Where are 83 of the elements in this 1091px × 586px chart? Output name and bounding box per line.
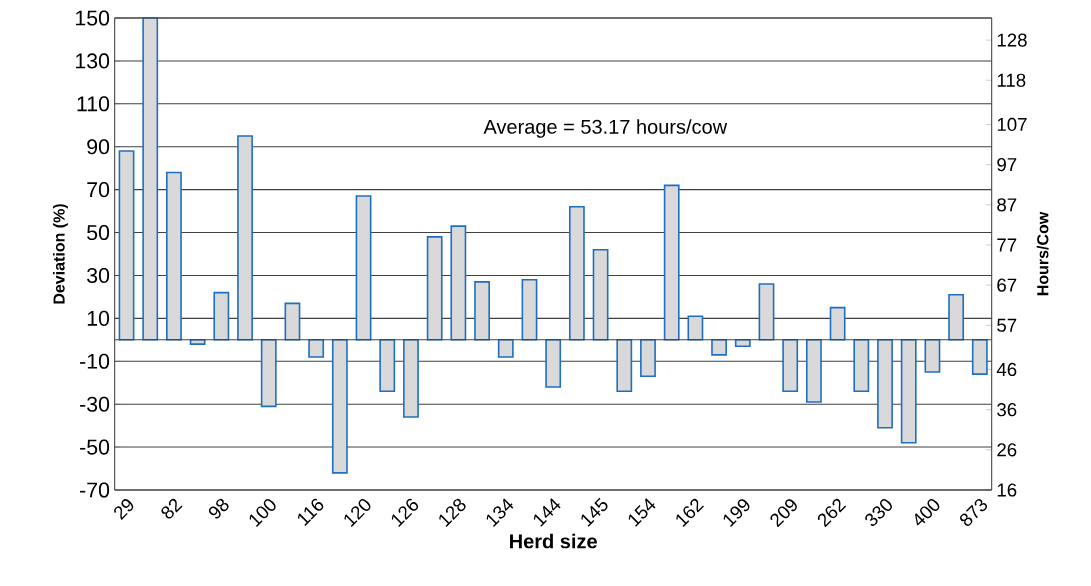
- bar: [805, 339, 822, 403]
- y2-tick-label: 46: [996, 362, 1017, 377]
- bar: [948, 293, 965, 341]
- bar: [166, 171, 182, 341]
- y2-axis-title: Hours/Cow: [1036, 211, 1049, 296]
- bar: [237, 135, 253, 341]
- x-tick-label: 873: [959, 498, 988, 526]
- x-tick-label: 262: [817, 498, 847, 528]
- x-tick-label: 128: [439, 498, 466, 527]
- bar: [971, 339, 988, 375]
- bar: [782, 339, 799, 393]
- bar: [379, 339, 396, 393]
- y-tick-label: 130: [76, 53, 110, 69]
- bar: [568, 206, 585, 341]
- y2-tick-label: 57: [997, 318, 1017, 332]
- x-tick-label: 120: [344, 499, 371, 527]
- bar: [308, 339, 325, 358]
- x-tick-label: 144: [533, 498, 561, 527]
- bar: [213, 291, 230, 341]
- bar: [711, 339, 727, 356]
- y2-tick-label: 97: [997, 158, 1017, 172]
- y2-tick-label: 128: [997, 33, 1027, 47]
- bar: [829, 306, 846, 341]
- bar: [260, 339, 277, 408]
- bar: [853, 339, 870, 393]
- x-axis-title: Herd size: [510, 533, 597, 549]
- x-tick-label: 162: [676, 498, 704, 527]
- y2-tick-label: 87: [997, 198, 1017, 212]
- y-tick-label: 50: [87, 225, 110, 241]
- x-tick-label: 100: [249, 499, 276, 527]
- x-tick-label: 134: [486, 498, 514, 527]
- bar: [284, 302, 301, 341]
- bar: [403, 339, 419, 418]
- bar: [521, 278, 538, 341]
- bar: [474, 281, 490, 341]
- bar: [758, 283, 775, 341]
- x-tick-label: 126: [391, 498, 419, 527]
- bar: [663, 184, 680, 341]
- y2-tick-label: 107: [997, 117, 1027, 132]
- y-tick-label: 150: [76, 10, 110, 26]
- x-tick-label: 145: [581, 497, 608, 527]
- y-tick-label: 30: [87, 267, 110, 284]
- bar: [497, 339, 514, 358]
- bar: [331, 339, 348, 474]
- bar: [924, 339, 941, 373]
- x-tick-label: 330: [865, 499, 892, 526]
- x-tick-label: 98: [208, 498, 229, 519]
- y2-tick-label: 77: [997, 238, 1017, 252]
- y2-tick-label: 118: [997, 73, 1026, 87]
- y2-tick-label: 36: [997, 403, 1017, 417]
- annotation: Average = 53.17 hours/cow: [483, 119, 728, 138]
- x-tick-label: 209: [770, 499, 797, 528]
- x-tick-label: 199: [723, 499, 750, 527]
- y-tick-label: 110: [77, 96, 110, 112]
- bar: [426, 236, 443, 341]
- x-tick-label: 400: [915, 499, 940, 526]
- y-tick-label: -10: [80, 353, 110, 369]
- bar: [592, 248, 609, 341]
- bar: [734, 339, 751, 348]
- y-tick-label: 70: [87, 182, 110, 198]
- y-tick-label: -70: [80, 482, 110, 498]
- bar: [900, 339, 917, 444]
- y2-tick-label: 67: [997, 278, 1017, 292]
- y-tick-label: 90: [87, 139, 110, 155]
- bar: [450, 225, 467, 341]
- bar: [142, 17, 159, 341]
- y2-tick-label: 16: [997, 483, 1017, 497]
- y-axis-title: Deviation (%): [52, 204, 68, 304]
- bar: [687, 315, 704, 341]
- y-tick-label: 10: [87, 310, 110, 326]
- y2-tick-label: 26: [997, 443, 1017, 457]
- bar: [616, 339, 633, 393]
- bar: [877, 339, 893, 429]
- y-tick-label: -30: [80, 396, 110, 412]
- x-tick-label: 29: [114, 499, 134, 520]
- y-tick-label: -50: [80, 439, 110, 455]
- x-tick-label: 116: [297, 498, 324, 526]
- bar: [118, 150, 135, 341]
- bar: [545, 339, 562, 388]
- x-tick-label: 82: [161, 498, 183, 519]
- x-tick-label: 154: [628, 498, 656, 527]
- bar: [355, 195, 372, 341]
- bar: [640, 339, 656, 378]
